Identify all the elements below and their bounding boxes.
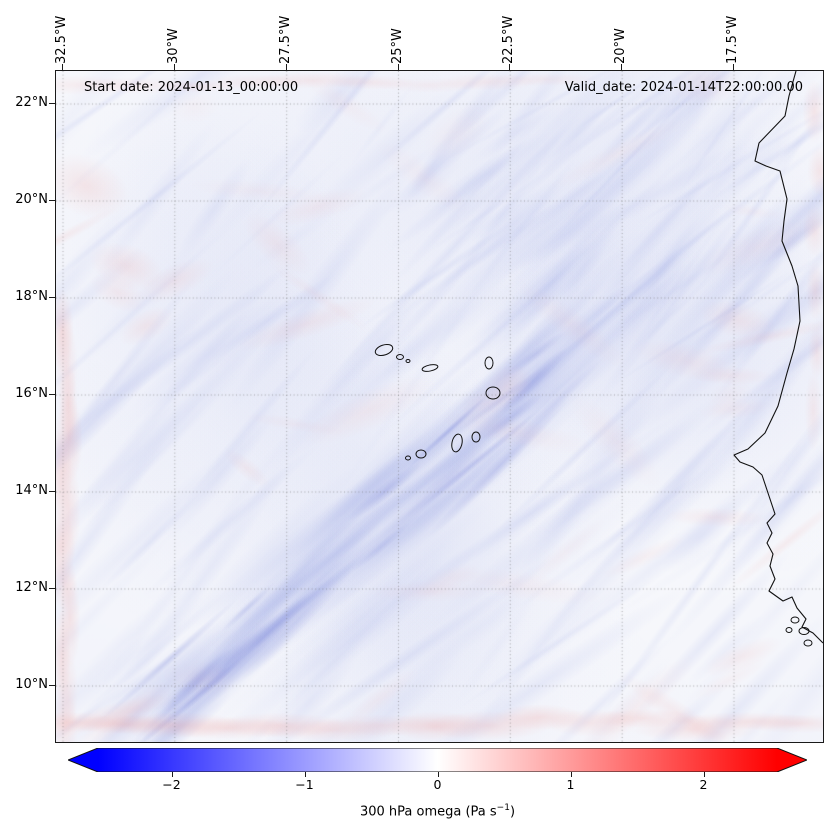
axis-tick xyxy=(285,64,287,70)
colorbar-tick-label: −1 xyxy=(295,777,314,792)
axis-tick xyxy=(509,64,511,70)
axis-tick xyxy=(621,64,623,70)
axis-tick xyxy=(304,772,306,777)
y-tick-label: 10°N xyxy=(15,677,48,692)
axis-tick xyxy=(49,394,55,395)
axis-tick xyxy=(62,64,63,70)
colorbar-tick-label: 2 xyxy=(699,777,708,792)
axis-tick xyxy=(49,491,55,492)
axis-tick xyxy=(703,772,705,777)
colorbar-gradient xyxy=(98,748,777,772)
axis-tick xyxy=(49,103,55,104)
axis-tick xyxy=(733,64,734,70)
y-tick-label: 12°N xyxy=(15,580,48,595)
x-tick-label: 20°W xyxy=(613,28,629,64)
axis-tick xyxy=(171,772,173,777)
axis-tick xyxy=(49,297,55,298)
y-tick-label: 22°N xyxy=(15,95,48,110)
axis-tick xyxy=(173,64,175,70)
y-tick-label: 14°N xyxy=(15,483,48,498)
y-tick-label: 16°N xyxy=(15,386,48,401)
colorbar xyxy=(68,748,807,772)
axis-tick xyxy=(437,772,439,777)
colorbar-tick-label: 0 xyxy=(433,777,442,792)
colorbar-label: 300 hPa omega (Pa s−1) xyxy=(68,803,807,819)
start-date-label: Start date: 2024-01-13_00:00:00 xyxy=(84,80,299,95)
axis-tick xyxy=(397,64,399,70)
colorbar-tick-label: 1 xyxy=(566,777,575,792)
valid-date-label: Valid_date: 2024-01-14T22:00:00.00 xyxy=(564,80,803,95)
colorbar-label-text: 300 hPa omega (Pa s xyxy=(359,804,497,820)
colorbar-tick-label: −2 xyxy=(162,777,181,792)
axis-tick xyxy=(49,588,55,589)
x-tick-label: 30°W xyxy=(165,28,181,64)
x-tick-label: 25°W xyxy=(389,28,405,64)
colorbar-label-suffix: ) xyxy=(509,804,516,820)
x-tick-label: 32.5°W xyxy=(54,15,69,64)
omega-field-canvas xyxy=(56,71,823,742)
map-plot-area: Start date: 2024-01-13_00:00:00 Valid_da… xyxy=(55,70,824,743)
axis-tick xyxy=(570,772,572,777)
x-tick-label: 27.5°W xyxy=(277,15,293,64)
x-tick-label: 17.5°W xyxy=(725,15,740,64)
x-tick-label: 22.5°W xyxy=(501,15,517,64)
y-tick-label: 20°N xyxy=(15,192,48,207)
colorbar-label-superscript: −1 xyxy=(496,803,510,813)
colorbar-extend-min-arrow xyxy=(68,748,98,772)
axis-tick xyxy=(49,200,55,201)
colorbar-extend-max-arrow xyxy=(777,748,807,772)
axis-tick xyxy=(49,685,55,686)
y-tick-label: 18°N xyxy=(15,289,48,304)
